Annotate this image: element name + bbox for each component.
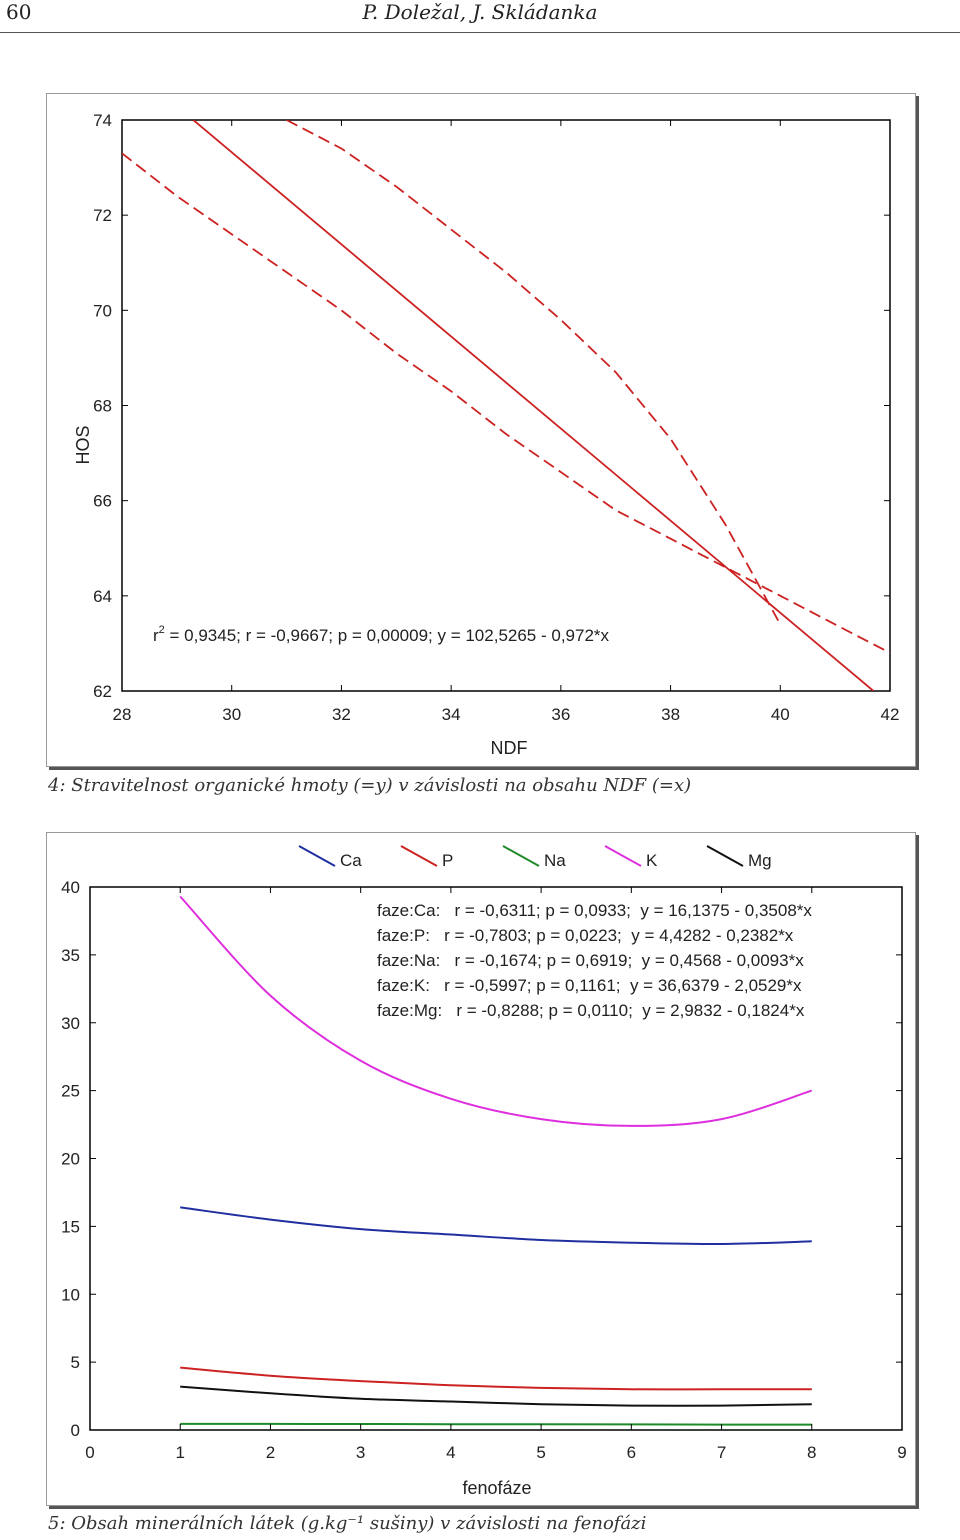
figure-5-chart: Ca P Na K Mg 0 1 2 3 4 5 6 7 8 9 0 5 10 15 20 25 30 35 40 faze… (61, 845, 907, 1498)
legend-label-ca: Ca (340, 851, 362, 870)
figure-4-plot-area (121, 119, 891, 692)
figure-4-chart: 28 30 32 34 36 38 40 42 62 64 66 68 70 72 74 NDF HOS r… (73, 111, 900, 758)
figure-4-xtick-label: 40 (771, 705, 790, 724)
figure-5-xtick-label: 6 (627, 1443, 636, 1462)
figure-5-ytick-label: 30 (61, 1014, 80, 1033)
figure-5-annotation-line: faze:K: r = -0,5997; p = 0,1161; y = 36,… (377, 976, 802, 995)
legend-swatch-k (604, 845, 642, 867)
figure-5-xtick-label: 9 (897, 1443, 906, 1462)
figure-5-ytick-label: 40 (61, 878, 80, 897)
figure-5-annotation-line: faze:Na: r = -0,1674; p = 0,6919; y = 0,… (377, 951, 804, 970)
legend-label-mg: Mg (748, 851, 772, 870)
figure-4-ytick-label: 74 (93, 111, 112, 130)
legend-label-na: Na (544, 851, 566, 870)
confidence-band-line (286, 120, 782, 625)
legend-swatch-p (400, 845, 438, 867)
figure-5-ytick-label: 5 (71, 1353, 80, 1372)
figure-5-caption: 5: Obsah minerálních látek (g.kg⁻¹ sušin… (48, 1513, 647, 1534)
figure-5-ytick-label: 15 (61, 1217, 80, 1236)
page-header: 60 P. Doležal, J. Skládanka (0, 0, 960, 33)
figure-4-xtick-label: 36 (551, 705, 570, 724)
figure-4-ytick-label: 66 (93, 492, 112, 511)
figure-5-ytick-label: 0 (71, 1421, 80, 1440)
figure-5-xlabel: fenofáze (462, 1478, 531, 1498)
figure-4-xtick-label: 38 (661, 705, 680, 724)
page-number: 60 (6, 0, 32, 24)
figure-4-caption: 4: Stravitelnost organické hmoty (=y) v … (48, 775, 692, 796)
legend-label-k: K (646, 851, 658, 870)
regression-line (192, 120, 875, 691)
figure-5-xtick-label: 4 (446, 1443, 455, 1462)
figure-5-ytick-label: 25 (61, 1082, 80, 1101)
series-line-mg (180, 1385, 812, 1407)
figure-4-ytick-label: 64 (93, 587, 112, 606)
figure-5-xtick-label: 3 (356, 1443, 365, 1462)
figure-5-xtick-label: 2 (266, 1443, 275, 1462)
figure-4-xtick-label: 30 (222, 705, 241, 724)
figure-4-annotation: r2 = 0,9345; r = -0,9667; p = 0,00009; y… (153, 624, 610, 645)
figure-4-xtick-label: 42 (881, 705, 900, 724)
figure-4-ytick-label: 68 (93, 397, 112, 416)
figure-5-ytick-label: 35 (61, 946, 80, 965)
figure-4-ytick-label: 70 (93, 301, 112, 320)
figure-4-xtick-label: 34 (442, 705, 461, 724)
figure-5-frame: Ca P Na K Mg 0 1 2 3 4 5 6 7 8 9 0 5 10 15 20 25 30 35 40 faze… (46, 832, 916, 1506)
figure-4-ytick-label: 62 (93, 682, 112, 701)
figure-4-ylabel: HOS (73, 425, 93, 464)
figure-5-annotation-line: faze:Mg: r = -0,8288; p = 0,0110; y = 2,… (377, 1001, 805, 1020)
page-authors: P. Doležal, J. Skládanka (362, 0, 598, 24)
figure-4-xtick-label: 32 (332, 705, 351, 724)
series-line-na (180, 1422, 812, 1426)
figure-5-annotation-line: faze:Ca: r = -0,6311; p = 0,0933; y = 16… (377, 901, 812, 920)
figure-5-xtick-label: 5 (536, 1443, 545, 1462)
figure-4-ytick-label: 72 (93, 206, 112, 225)
legend-label-p: P (442, 851, 453, 870)
legend-swatch-mg (706, 845, 744, 867)
figure-4-frame: 28 30 32 34 36 38 40 42 62 64 66 68 70 72 74 NDF HOS r… (46, 93, 916, 767)
series-line-p (180, 1366, 812, 1391)
legend-swatch-na (502, 845, 540, 867)
figure-5-xtick-label: 8 (807, 1443, 816, 1462)
figure-5-xtick-label: 7 (717, 1443, 726, 1462)
figure-5-ytick-label: 20 (61, 1150, 80, 1169)
figure-5-annotation-line: faze:P: r = -0,7803; p = 0,0223; y = 4,4… (377, 926, 794, 945)
confidence-band-line (122, 152, 890, 654)
series-line-ca (180, 1206, 812, 1246)
series-line-k (179, 895, 813, 1127)
figure-5-ytick-label: 10 (61, 1285, 80, 1304)
legend-swatch-ca (298, 845, 336, 867)
figure-4-xlabel: NDF (491, 738, 528, 758)
figure-5-xtick-label: 1 (175, 1443, 184, 1462)
figure-4-xtick-label: 28 (113, 705, 132, 724)
figure-5-xtick-label: 0 (85, 1443, 94, 1462)
